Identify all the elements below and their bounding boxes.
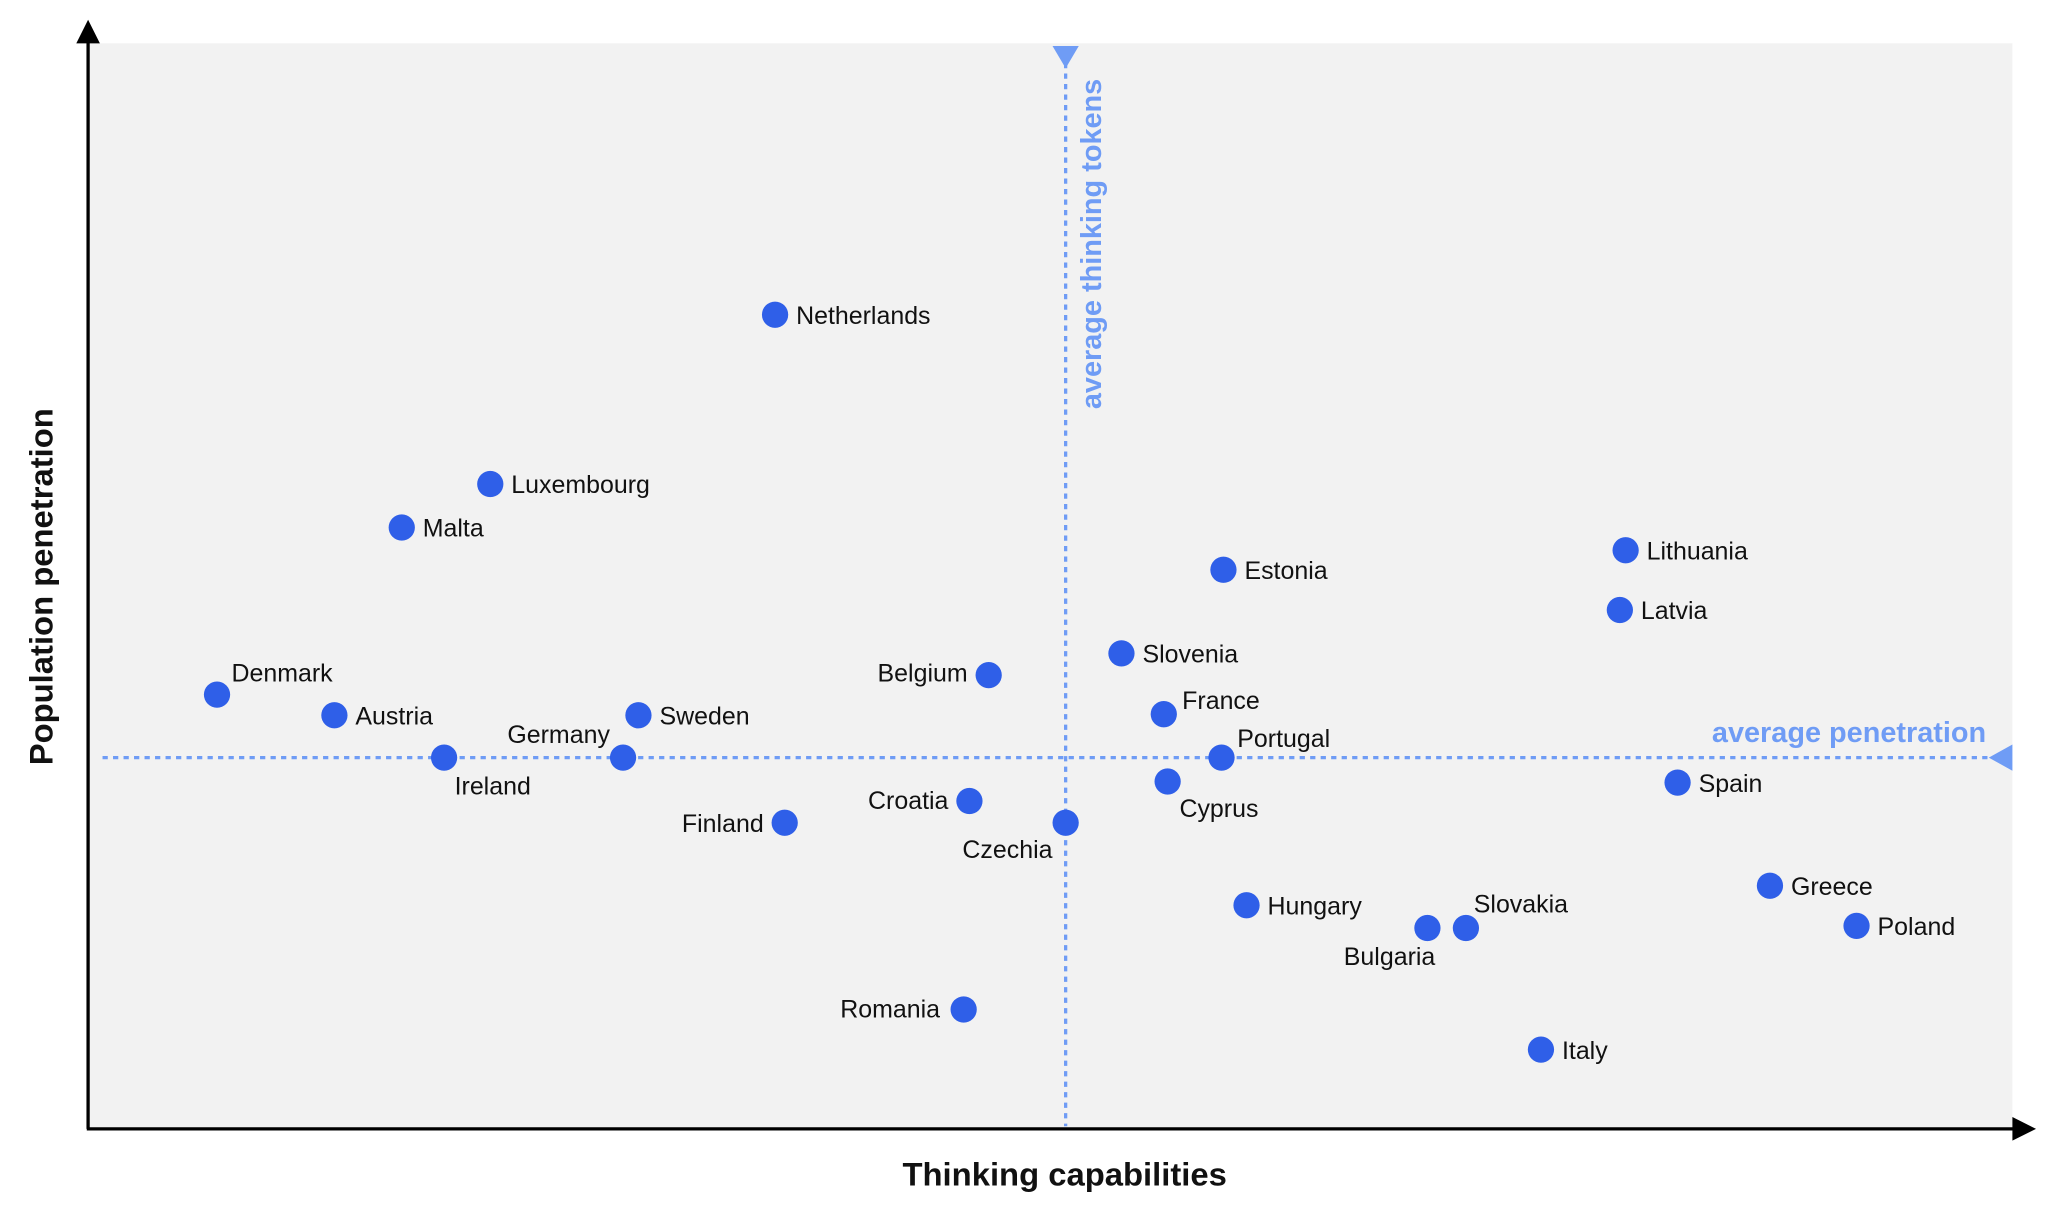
data-point-romania: Romania bbox=[840, 995, 977, 1023]
data-point-finland: Finland bbox=[682, 809, 798, 838]
point-marker bbox=[1664, 769, 1691, 796]
data-point-sweden: Sweden bbox=[625, 702, 750, 730]
point-label: Poland bbox=[1878, 913, 1956, 941]
point-label: Czechia bbox=[962, 836, 1052, 864]
point-marker bbox=[1756, 872, 1784, 899]
average-penetration-label: average penetration bbox=[1712, 717, 1986, 749]
point-label: Croatia bbox=[868, 787, 949, 815]
point-marker bbox=[321, 702, 348, 729]
point-marker bbox=[975, 661, 1002, 689]
data-point-slovakia: Slovakia bbox=[1452, 890, 1568, 942]
data-point-czechia: Czechia bbox=[962, 809, 1079, 864]
point-label: Netherlands bbox=[796, 302, 930, 330]
point-marker bbox=[1150, 701, 1177, 728]
point-label: Austria bbox=[355, 702, 433, 730]
point-label: Slovakia bbox=[1474, 890, 1568, 918]
plot-background bbox=[88, 43, 2013, 1129]
point-label: Greece bbox=[1791, 873, 1873, 901]
point-label: Cyprus bbox=[1179, 795, 1258, 823]
y-axis-label: Population penetration bbox=[23, 408, 60, 765]
point-label: Sweden bbox=[659, 702, 749, 730]
point-marker bbox=[761, 301, 789, 328]
data-point-spain: Spain bbox=[1664, 769, 1763, 798]
data-point-hungary: Hungary bbox=[1233, 892, 1362, 920]
point-marker bbox=[1527, 1036, 1555, 1063]
data-point-netherlands: Netherlands bbox=[761, 301, 931, 330]
point-label: Ireland bbox=[455, 772, 531, 800]
data-point-poland: Poland bbox=[1843, 912, 1956, 941]
data-point-france: France bbox=[1150, 687, 1260, 728]
data-point-portugal: Portugal bbox=[1208, 725, 1330, 771]
point-marker bbox=[1843, 912, 1870, 939]
point-label: Romania bbox=[840, 995, 940, 1023]
data-point-croatia: Croatia bbox=[868, 787, 983, 815]
point-marker bbox=[1612, 537, 1639, 564]
point-marker bbox=[1233, 892, 1260, 919]
point-marker bbox=[1210, 556, 1237, 583]
data-point-belgium: Belgium bbox=[878, 660, 1002, 689]
point-marker bbox=[1452, 914, 1480, 942]
data-point-malta: Malta bbox=[388, 514, 484, 543]
point-marker bbox=[1414, 914, 1441, 942]
point-marker bbox=[950, 996, 977, 1023]
x-axis-label: Thinking capabilities bbox=[902, 1155, 1226, 1192]
point-label: Denmark bbox=[231, 660, 333, 688]
point-marker bbox=[430, 744, 458, 771]
data-point-italy: Italy bbox=[1527, 1036, 1608, 1065]
point-label: France bbox=[1182, 687, 1260, 715]
point-label: Estonia bbox=[1244, 557, 1327, 585]
vertical-line-arrow-icon bbox=[1052, 45, 1079, 69]
point-label: Bulgaria bbox=[1344, 943, 1436, 971]
point-marker bbox=[1052, 809, 1079, 836]
x-axis-arrow-icon bbox=[2012, 1117, 2037, 1141]
data-point-denmark: Denmark bbox=[203, 660, 333, 708]
point-label: Latvia bbox=[1641, 597, 1708, 625]
point-marker bbox=[956, 787, 983, 815]
point-label: Italy bbox=[1562, 1037, 1608, 1065]
y-axis-arrow-icon bbox=[76, 19, 100, 44]
data-point-austria: Austria bbox=[321, 702, 433, 730]
point-label: Luxembourg bbox=[511, 471, 650, 499]
data-points: Netherlands Luxembourg Malta Estonia Lithuan… bbox=[203, 301, 1956, 1065]
data-point-estonia: Estonia bbox=[1210, 556, 1328, 585]
point-label: Slovenia bbox=[1142, 641, 1238, 669]
point-label: Lithuania bbox=[1647, 537, 1748, 565]
data-point-bulgaria: Bulgaria bbox=[1344, 914, 1441, 971]
point-marker bbox=[1154, 768, 1181, 795]
point-label: Finland bbox=[682, 810, 764, 838]
horizontal-line-arrow-icon bbox=[1988, 744, 2013, 771]
data-point-luxembourg: Luxembourg bbox=[477, 470, 650, 499]
point-label: Malta bbox=[423, 515, 484, 543]
point-marker bbox=[609, 744, 637, 771]
data-point-ireland: Ireland bbox=[430, 744, 531, 800]
data-point-cyprus: Cyprus bbox=[1154, 768, 1258, 823]
point-label: Hungary bbox=[1268, 892, 1363, 920]
point-marker bbox=[1108, 640, 1135, 667]
point-marker bbox=[625, 702, 652, 729]
data-point-lithuania: Lithuania bbox=[1612, 537, 1748, 565]
reference-lines: average thinking tokens average penetrati… bbox=[102, 45, 2013, 1127]
point-marker bbox=[477, 470, 504, 498]
point-marker bbox=[388, 514, 415, 541]
point-label: Germany bbox=[507, 721, 610, 749]
data-point-slovenia: Slovenia bbox=[1108, 640, 1238, 669]
point-label: Belgium bbox=[878, 660, 968, 688]
data-point-germany: Germany bbox=[507, 721, 637, 771]
point-marker bbox=[1606, 596, 1633, 624]
point-marker bbox=[203, 681, 231, 708]
data-point-greece: Greece bbox=[1756, 872, 1873, 901]
data-point-latvia: Latvia bbox=[1606, 596, 1708, 625]
point-label: Spain bbox=[1699, 770, 1763, 798]
point-marker bbox=[771, 809, 798, 836]
point-marker bbox=[1208, 744, 1235, 771]
point-label: Portugal bbox=[1237, 725, 1330, 753]
average-thinking-tokens-label: average thinking tokens bbox=[1076, 79, 1108, 409]
